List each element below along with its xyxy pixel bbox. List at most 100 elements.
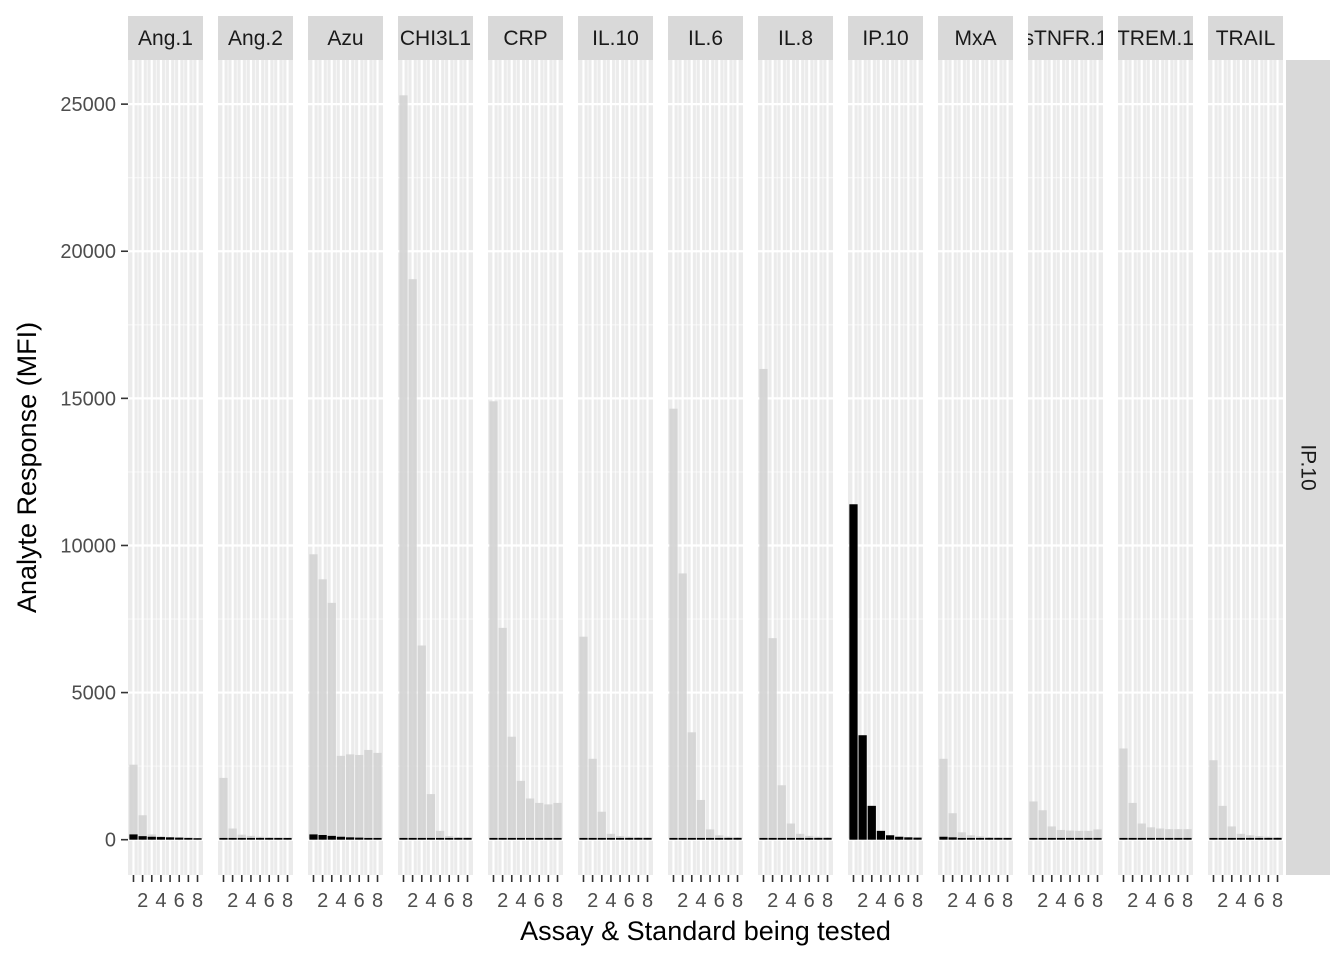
y-axis-title: Analyte Response (MFI) bbox=[12, 322, 42, 613]
highlight-bar bbox=[606, 837, 616, 840]
bar bbox=[417, 645, 426, 840]
bar bbox=[498, 627, 507, 840]
bar bbox=[759, 368, 768, 840]
highlight-bar bbox=[1056, 837, 1066, 840]
highlight-bar bbox=[994, 837, 1003, 840]
bar bbox=[237, 834, 246, 840]
bar bbox=[1065, 830, 1075, 840]
x-tick-label: 6 bbox=[624, 890, 635, 912]
panel-5: IL.10 2 4 6 8 bbox=[578, 16, 653, 912]
x-tick-label: 8 bbox=[372, 890, 383, 912]
highlight-bar bbox=[1038, 837, 1047, 840]
bar bbox=[1146, 827, 1156, 840]
bar bbox=[795, 833, 805, 840]
highlight-bar bbox=[345, 837, 355, 840]
row-strip-background bbox=[1286, 60, 1330, 875]
bar bbox=[219, 777, 228, 840]
bar bbox=[588, 758, 597, 840]
strip-label: IL.6 bbox=[688, 27, 723, 50]
highlight-bar bbox=[498, 837, 507, 840]
bar bbox=[597, 811, 606, 840]
bar bbox=[957, 832, 966, 840]
x-tick-label: 2 bbox=[317, 890, 328, 912]
highlight-bar bbox=[318, 834, 327, 840]
x-tick-label: 2 bbox=[767, 890, 778, 912]
x-tick-label: 8 bbox=[912, 890, 923, 912]
panel-1: Ang.2 2 4 6 8 bbox=[218, 16, 293, 912]
x-tick-label: 4 bbox=[1235, 890, 1246, 912]
x-tick-label: 6 bbox=[894, 890, 905, 912]
highlight-bar bbox=[957, 837, 966, 840]
highlight-bar bbox=[885, 835, 895, 840]
x-tick-label: 4 bbox=[1145, 890, 1156, 912]
highlight-bar bbox=[355, 837, 364, 840]
bar bbox=[1137, 823, 1146, 840]
highlight-bar bbox=[399, 837, 408, 840]
panel-11: TREM.1 2 4 6 8 bbox=[1118, 16, 1193, 912]
bar bbox=[1029, 801, 1038, 840]
highlight-bar bbox=[985, 837, 994, 840]
x-tick-label: 4 bbox=[785, 890, 796, 912]
strip-label: sTNFR.1 bbox=[1024, 27, 1108, 50]
highlight-bar bbox=[975, 837, 985, 840]
strip-label: MxA bbox=[955, 27, 997, 50]
x-tick-label: 8 bbox=[1182, 890, 1193, 912]
bar bbox=[777, 785, 786, 840]
highlight-bar bbox=[634, 837, 643, 840]
bar bbox=[1038, 810, 1047, 840]
highlight-bar bbox=[913, 837, 922, 840]
highlight-bar bbox=[535, 837, 544, 840]
bar bbox=[669, 408, 678, 840]
bar bbox=[553, 802, 562, 840]
highlight-bar bbox=[525, 837, 535, 840]
x-tick-label: 4 bbox=[335, 890, 346, 912]
highlight-bar bbox=[805, 837, 814, 840]
x-tick-label: 6 bbox=[354, 890, 365, 912]
bar bbox=[327, 602, 336, 840]
highlight-bar bbox=[193, 838, 202, 840]
x-tick-label: 6 bbox=[984, 890, 995, 912]
highlight-bar bbox=[1165, 837, 1174, 840]
highlight-bar bbox=[156, 837, 166, 840]
highlight-bar bbox=[687, 837, 696, 840]
bar bbox=[678, 573, 687, 840]
bar bbox=[336, 755, 346, 840]
x-tick-label: 8 bbox=[192, 890, 203, 912]
highlight-bar bbox=[579, 837, 588, 840]
x-tick-label: 8 bbox=[1092, 890, 1103, 912]
x-tick-label: 2 bbox=[497, 890, 508, 912]
highlight-bar bbox=[715, 837, 724, 840]
x-tick-label: 2 bbox=[407, 890, 418, 912]
highlight-bar bbox=[435, 837, 445, 840]
strip-background bbox=[578, 16, 653, 60]
strip-background bbox=[938, 16, 1013, 60]
bar bbox=[516, 780, 526, 840]
highlight-bar bbox=[1137, 837, 1146, 840]
x-tick-label: 2 bbox=[677, 890, 688, 912]
highlight-bar bbox=[489, 837, 498, 840]
panel-2: Azu 2 4 6 8 bbox=[308, 16, 383, 912]
highlight-bar bbox=[165, 837, 175, 840]
highlight-bar bbox=[786, 837, 796, 840]
strip-label: IL.10 bbox=[592, 27, 639, 50]
highlight-bar bbox=[1093, 837, 1102, 840]
x-tick-label: 6 bbox=[804, 890, 815, 912]
highlight-bar bbox=[948, 837, 957, 840]
bar bbox=[309, 554, 318, 840]
highlight-bar bbox=[138, 836, 147, 840]
highlight-bar bbox=[1084, 837, 1093, 840]
highlight-bar bbox=[724, 837, 733, 840]
bar bbox=[1119, 748, 1128, 840]
highlight-bar bbox=[643, 837, 652, 840]
highlight-bar bbox=[768, 837, 777, 840]
highlight-bar bbox=[228, 837, 237, 840]
highlight-bar bbox=[588, 837, 597, 840]
strip-background bbox=[308, 16, 383, 60]
highlight-bar bbox=[255, 837, 265, 840]
x-tick-label: 8 bbox=[1272, 890, 1283, 912]
highlight-bar bbox=[678, 837, 687, 840]
bar bbox=[1128, 802, 1137, 840]
x-tick-label: 6 bbox=[174, 890, 185, 912]
highlight-bar bbox=[795, 837, 805, 840]
